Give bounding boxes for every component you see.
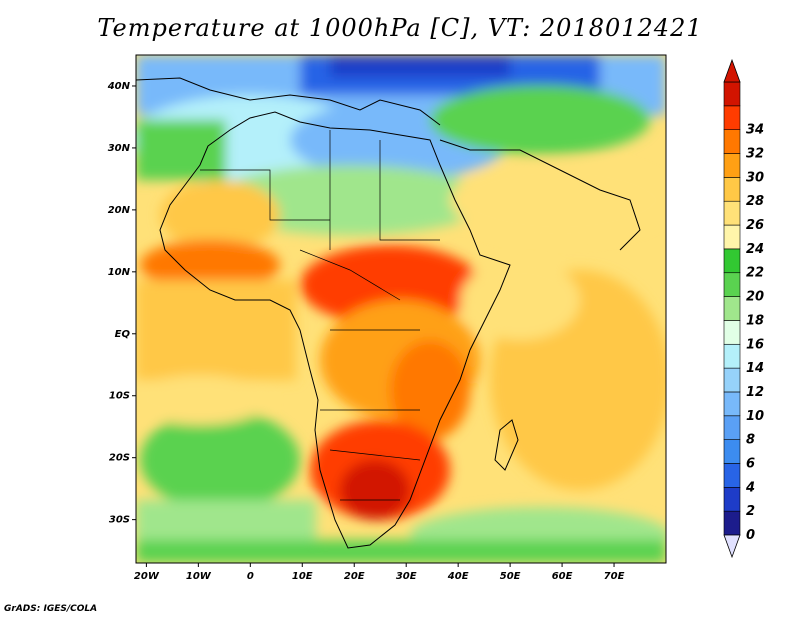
colorbar-swatch xyxy=(723,463,741,488)
colorbar-swatch xyxy=(723,415,741,440)
colorbar-swatch xyxy=(723,272,741,297)
europe-coastline xyxy=(136,77,441,126)
colorbar-level-label: 24 xyxy=(746,242,764,257)
lon-tick-label: 40E xyxy=(447,571,469,582)
colorbar-swatch xyxy=(723,200,741,226)
colorbar-swatch xyxy=(723,487,741,512)
colorbar-level-label: 0 xyxy=(746,528,755,543)
colorbar-swatch xyxy=(723,439,741,464)
colorbar-swatch xyxy=(723,320,741,345)
colorbar-level-label: 30 xyxy=(746,170,764,185)
colorbar-level-label: 2 xyxy=(746,504,755,519)
chart-title: Temperature at 1000hPa [C], VT: 20180124… xyxy=(97,14,703,42)
lat-tick-label: 20N xyxy=(108,205,131,216)
lat-tick-label: 10S xyxy=(109,391,130,402)
colorbar-swatch xyxy=(723,129,741,154)
colorbar-level-label: 4 xyxy=(745,480,755,495)
colorbar-level-label: 26 xyxy=(746,218,764,233)
lon-tick-label: 20E xyxy=(344,571,365,582)
colorbar-over-triangle xyxy=(723,58,741,83)
lon-tick-label: 30E xyxy=(396,571,417,582)
colorbar-under-triangle xyxy=(723,534,741,559)
colorbar-level-label: 10 xyxy=(746,409,764,424)
colorbar-swatch xyxy=(723,367,741,393)
lon-tick-label: 50E xyxy=(500,571,521,582)
colorbar-swatch xyxy=(723,81,741,107)
country-borders xyxy=(200,130,440,501)
lat-tick-label: 10N xyxy=(108,267,131,278)
madagascar-coastline xyxy=(494,419,519,471)
coastline-overlay xyxy=(136,77,641,549)
colorbar-swatch xyxy=(723,296,741,321)
lat-tick-label: 20S xyxy=(109,453,130,464)
map-frame xyxy=(135,54,667,564)
colorbar-swatch xyxy=(723,224,741,250)
colorbar-level-label: 6 xyxy=(746,456,755,471)
lon-tick-label: 20W xyxy=(134,571,160,582)
colorbar-level-label: 34 xyxy=(746,123,764,138)
lon-tick-label: 0 xyxy=(247,571,254,582)
colorbar-level-label: 12 xyxy=(746,385,764,400)
colorbar-level-label: 8 xyxy=(746,433,755,448)
colorbar-swatch xyxy=(723,510,741,536)
colorbar-level-label: 28 xyxy=(746,194,764,209)
lat-tick-label: EQ xyxy=(115,329,131,340)
africa-coastline xyxy=(159,111,511,549)
lon-tick-label: 10E xyxy=(292,571,313,582)
colorbar-level-label: 14 xyxy=(746,361,764,376)
lat-tick-label: 30S xyxy=(109,515,130,526)
colorbar-level-label: 20 xyxy=(746,290,764,305)
colorbar-level-label: 32 xyxy=(746,147,764,162)
colorbar-level-label: 16 xyxy=(746,337,764,352)
colorbar-swatch xyxy=(723,391,741,417)
lon-tick-label: 60E xyxy=(552,571,573,582)
lon-tick-label: 70E xyxy=(604,571,625,582)
arabia-coastline xyxy=(439,139,641,251)
colorbar-swatch xyxy=(723,177,741,202)
colorbar-level-label: 18 xyxy=(746,313,764,328)
temperature-field xyxy=(136,55,666,563)
lat-tick-label: 30N xyxy=(108,143,131,154)
colorbar-swatch xyxy=(723,343,741,369)
colorbar-swatch xyxy=(723,153,741,178)
colorbar-swatch xyxy=(723,248,741,274)
lat-tick-label: 40N xyxy=(107,81,131,92)
credit-label: GrADS: IGES/COLA xyxy=(4,604,98,614)
colorbar-swatch xyxy=(723,105,741,130)
lon-tick-label: 10W xyxy=(186,571,212,582)
colorbar-level-label: 22 xyxy=(746,266,764,281)
